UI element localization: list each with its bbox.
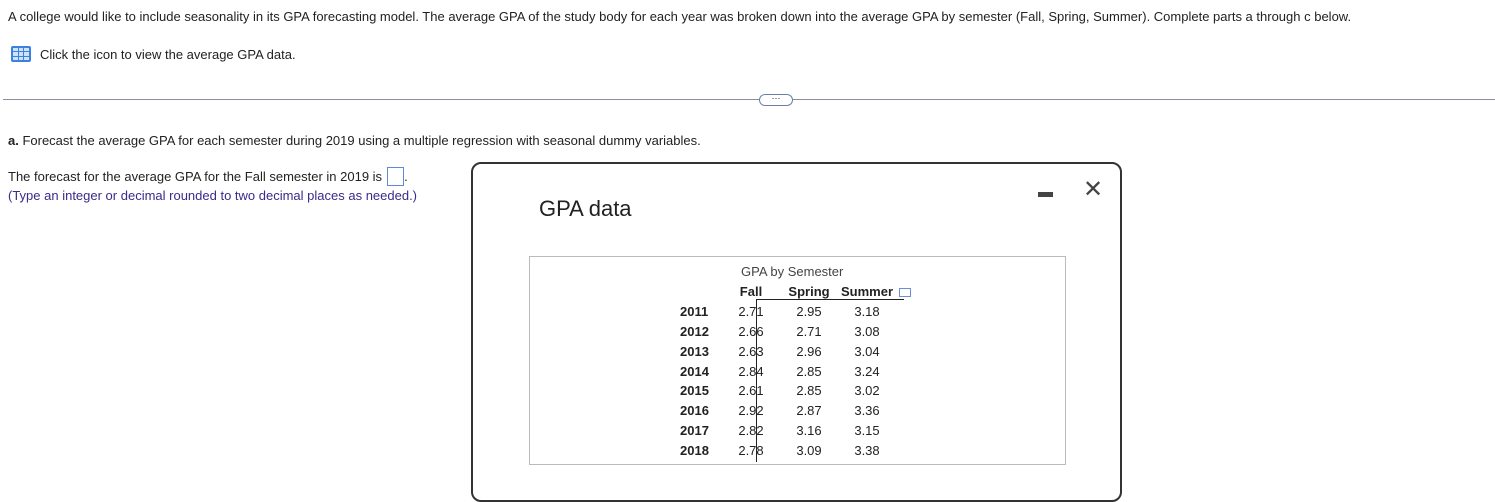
fall-question-text: The forecast for the average GPA for the… <box>8 169 383 184</box>
gpa-cell: 2.96 <box>796 343 822 359</box>
gpa-cell: 3.04 <box>854 343 880 359</box>
table-caption: GPA by Semester <box>741 264 844 279</box>
column-header: Fall <box>739 284 763 300</box>
table-row: 2017 2.82 3.16 3.15 <box>680 421 911 441</box>
gpa-cell: 3.15 <box>854 422 880 438</box>
column-header: Spring <box>788 284 830 300</box>
table-row: 2012 2.66 2.71 3.08 <box>680 322 911 342</box>
part-a-prompt: a. Forecast the average GPA for each sem… <box>8 133 701 148</box>
table-header-row: Fall Spring Summer <box>680 282 911 302</box>
gpa-cell: 3.36 <box>854 403 880 419</box>
gpa-cell: 2.85 <box>796 383 822 399</box>
gpa-cell: 2.71 <box>738 304 764 320</box>
gpa-cell: 2.92 <box>738 403 764 419</box>
year-label: 2017 <box>680 422 709 438</box>
gpa-cell: 3.09 <box>796 442 822 458</box>
divider <box>3 99 1495 100</box>
gpa-cell: 2.63 <box>738 343 764 359</box>
gpa-cell: 2.71 <box>796 323 822 339</box>
data-link-row: Click the icon to view the average GPA d… <box>11 46 296 62</box>
gpa-cell: 2.95 <box>796 304 822 320</box>
header-rule <box>756 299 904 300</box>
table-row: 2013 2.63 2.96 3.04 <box>680 341 911 361</box>
gpa-cell: 3.38 <box>854 442 880 458</box>
year-label: 2013 <box>680 343 709 359</box>
fall-forecast-input[interactable] <box>387 167 405 186</box>
year-label: 2011 <box>680 304 709 320</box>
gpa-cell: 2.78 <box>738 442 764 458</box>
column-header: Summer <box>840 284 894 300</box>
gpa-cell: 3.16 <box>796 422 822 438</box>
data-link-text: Click the icon to view the average GPA d… <box>40 46 296 62</box>
table-icon[interactable] <box>11 46 31 62</box>
year-rule <box>756 299 757 462</box>
year-label: 2012 <box>680 323 709 339</box>
minimize-icon[interactable] <box>1038 192 1053 197</box>
gpa-cell: 2.61 <box>738 383 764 399</box>
part-a-text: Forecast the average GPA for each semest… <box>18 133 701 148</box>
gpa-table-box: GPA by Semester Fall Spring Summer 2011 2… <box>529 256 1066 465</box>
gpa-cell: 2.84 <box>738 363 764 379</box>
gpa-data-dialog: GPA data ✕ GPA by Semester Fall Spring S… <box>471 162 1122 502</box>
dialog-title: GPA data <box>539 196 632 221</box>
gpa-cell: 3.24 <box>854 363 880 379</box>
table-row: 2011 2.71 2.95 3.18 <box>680 302 911 322</box>
close-icon[interactable]: ✕ <box>1083 176 1104 203</box>
gpa-cell: 3.18 <box>854 304 880 320</box>
problem-intro: A college would like to include seasonal… <box>8 9 1352 24</box>
gpa-cell: 2.82 <box>738 422 764 438</box>
expand-button[interactable]: ⋯ <box>759 94 793 106</box>
table-row: 2015 2.61 2.85 3.02 <box>680 381 911 401</box>
year-label: 2018 <box>680 442 709 458</box>
answer-hint: (Type an integer or decimal rounded to t… <box>8 188 418 203</box>
gpa-table: Fall Spring Summer 2011 2.71 2.95 3.18 2012 2… <box>680 282 911 460</box>
gpa-cell: 3.02 <box>854 383 880 399</box>
gpa-cell: 2.87 <box>796 403 822 419</box>
table-row: 2014 2.84 2.85 3.24 <box>680 361 911 381</box>
year-label: 2015 <box>680 383 709 399</box>
year-label: 2014 <box>680 363 709 379</box>
gpa-cell: 2.66 <box>738 323 764 339</box>
year-label: 2016 <box>680 403 709 419</box>
gpa-cell: 3.08 <box>854 323 880 339</box>
gpa-cell: 2.85 <box>796 363 822 379</box>
part-a-label: a. <box>8 133 19 148</box>
copy-icon[interactable] <box>899 288 911 298</box>
period: . <box>404 169 408 184</box>
fall-question: The forecast for the average GPA for the… <box>8 167 408 186</box>
table-row: 2016 2.92 2.87 3.36 <box>680 401 911 421</box>
table-row: 2018 2.78 3.09 3.38 <box>680 440 911 460</box>
